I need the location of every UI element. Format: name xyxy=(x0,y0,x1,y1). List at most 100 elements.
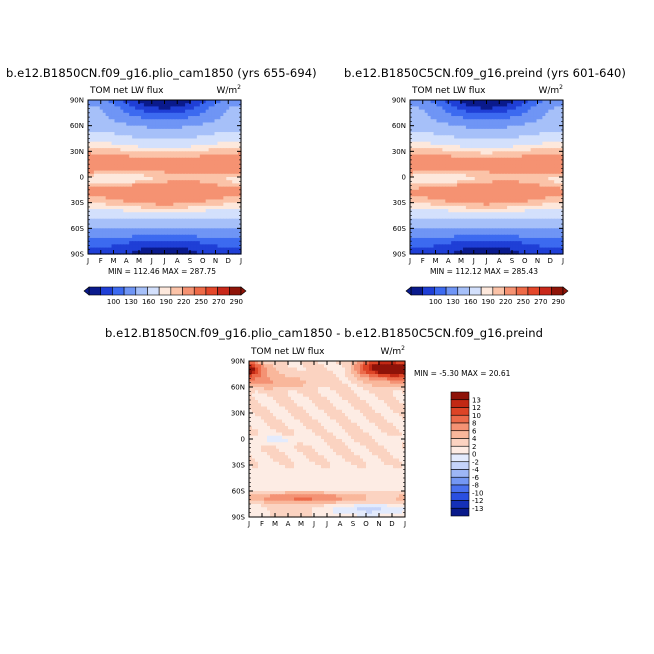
panel-1-cell xyxy=(185,218,189,223)
panel-1-cell xyxy=(232,157,236,162)
panel-1-cell xyxy=(217,231,221,236)
panel-2-cell xyxy=(483,141,488,146)
panel-2-cell xyxy=(533,186,538,191)
panel-2-cell xyxy=(477,122,482,127)
panel-1-cell xyxy=(193,212,198,217)
panel-1-cell xyxy=(102,116,107,120)
panel-1-cell xyxy=(140,234,145,239)
panel-1-cell xyxy=(120,125,124,130)
panel-1-cell xyxy=(96,196,101,201)
panel-2-cell xyxy=(548,177,552,181)
panel-1-cell xyxy=(143,234,148,239)
panel-1-cell xyxy=(229,189,233,194)
panel-1-cell xyxy=(152,225,157,229)
panel-1-cell xyxy=(176,177,180,181)
panel-2-cell xyxy=(468,148,473,152)
panel-1-cell xyxy=(196,103,201,108)
panel-1-cell xyxy=(226,196,230,201)
panel-1-cell xyxy=(102,132,107,136)
panel-1-cell xyxy=(96,234,101,239)
panel-1-cell xyxy=(190,209,195,213)
panel-2-cell xyxy=(474,199,479,204)
panel-1-cell xyxy=(211,205,216,210)
panel-1-cell xyxy=(114,209,119,213)
panel-2-cell xyxy=(560,122,564,127)
panel-2-cell xyxy=(454,154,458,159)
panel-2-cell xyxy=(430,173,435,178)
panel-1-cell xyxy=(173,106,177,111)
panel-2-cell xyxy=(442,205,446,210)
panel-1-cell xyxy=(158,116,163,120)
panel-1-cell xyxy=(185,128,189,133)
panel-1-cell xyxy=(235,180,239,185)
panel-2-cell xyxy=(545,177,549,181)
panel-2-cell xyxy=(507,173,511,178)
panel-2-cell xyxy=(524,138,529,143)
panel-2-cell xyxy=(427,205,432,210)
panel-1-cell xyxy=(164,244,169,249)
panel-1-cell xyxy=(208,186,213,191)
panel-1-cell xyxy=(196,209,201,213)
panel-2-cell xyxy=(507,100,511,104)
panel-1-cell xyxy=(143,103,148,108)
panel-2-cell xyxy=(504,109,508,114)
panel-2-cell xyxy=(560,125,564,130)
panel-1-cell xyxy=(149,199,154,204)
panel-2-cell xyxy=(433,148,438,152)
panel-2-cell xyxy=(492,205,496,210)
panel-1-cell xyxy=(217,177,221,181)
panel-2-cell xyxy=(539,164,543,168)
panel-2-cell xyxy=(460,205,464,210)
panel-1-cell xyxy=(88,202,92,207)
panel-2-cell xyxy=(539,180,543,185)
panel-2-cell xyxy=(542,119,546,124)
panel-2-cell xyxy=(518,193,523,197)
panel-1-cell xyxy=(238,212,242,217)
panel-2-cell xyxy=(424,128,429,133)
panel-1-cell xyxy=(108,228,113,233)
panel-2-cell xyxy=(448,202,452,207)
panel-2-cell xyxy=(427,241,432,245)
panel-1-cell xyxy=(220,106,224,111)
panel-1-cell xyxy=(202,135,207,140)
panel-2-cell xyxy=(454,167,458,172)
panel-2-cell xyxy=(424,177,429,181)
panel-2-cell xyxy=(548,225,552,229)
panel-1-cell xyxy=(90,164,95,168)
panel-2-cell xyxy=(442,138,446,143)
panel-1-cell xyxy=(173,135,177,140)
panel-2-cell xyxy=(560,173,564,178)
panel-2-cell xyxy=(439,148,443,152)
panel-1-cell xyxy=(114,234,119,239)
panel-2-cell xyxy=(510,135,514,140)
panel-2-cell xyxy=(510,193,514,197)
panel-1-cell xyxy=(182,212,186,217)
panel-2-cell xyxy=(465,125,470,130)
panel-1-cell xyxy=(199,183,204,188)
panel-1-cell xyxy=(167,177,171,181)
panel-1-cell xyxy=(223,125,227,130)
panel-1-cell xyxy=(90,189,95,194)
panel-1-cell xyxy=(199,212,204,217)
panel-1-cell xyxy=(226,183,230,188)
panel-1-xtick-label: M xyxy=(136,257,142,265)
panel-1-cell xyxy=(152,167,157,172)
panel-1-cell xyxy=(182,122,186,127)
panel-2-cell xyxy=(471,170,476,175)
panel-1-cell xyxy=(140,170,145,175)
panel-2-cell xyxy=(433,196,438,201)
panel-1-cell xyxy=(88,225,92,229)
panel-1-cell xyxy=(158,128,163,133)
panel-2-cell xyxy=(465,234,470,239)
panel-2-cell xyxy=(530,173,535,178)
panel-2-cell xyxy=(557,154,561,159)
panel-1-cell xyxy=(117,186,121,191)
panel-2-cell xyxy=(524,154,529,159)
panel-1-cell xyxy=(102,244,107,249)
panel-2-cell xyxy=(504,167,508,172)
panel-2-cell xyxy=(521,119,526,124)
panel-1-cell xyxy=(135,138,139,143)
panel-2-cell xyxy=(533,157,538,162)
panel-1-cell xyxy=(123,135,127,140)
panel-1-cell xyxy=(179,116,183,120)
